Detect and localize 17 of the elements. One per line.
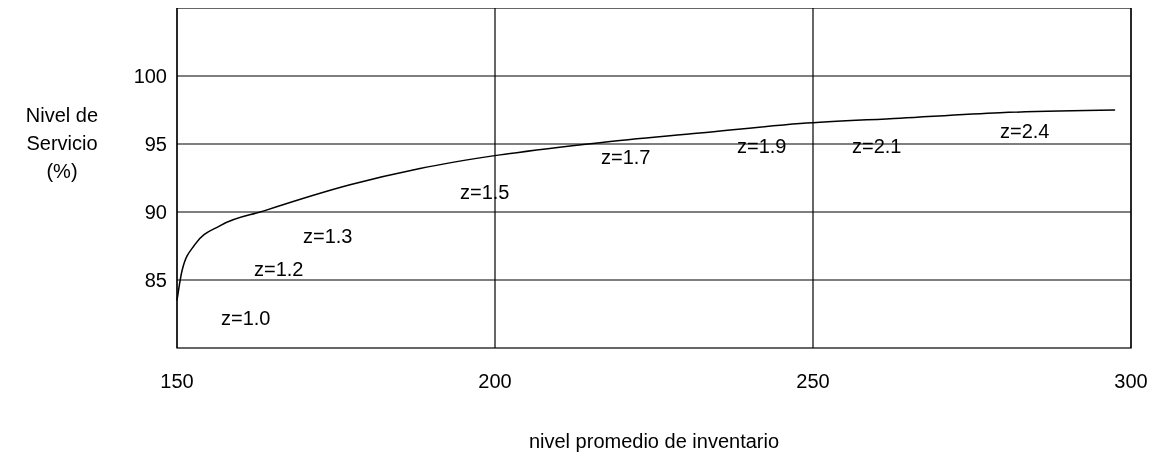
annotation: z=2.1 <box>852 135 902 157</box>
x-tick-label: 300 <box>1114 370 1148 392</box>
x-tick-label: 150 <box>160 370 194 392</box>
x-tick-label: 200 <box>478 370 512 392</box>
annotation: z=1.7 <box>601 146 651 168</box>
x-axis-title: nivel promedio de inventario <box>528 430 780 452</box>
y-tick-label: 95 <box>144 133 167 155</box>
y-tick-label: 100 <box>133 65 167 87</box>
y-tick-label: 90 <box>144 201 167 223</box>
annotation: z=1.3 <box>303 225 353 247</box>
y-tick-label: 85 <box>144 269 167 291</box>
y-axis-title: Nivel de Servicio (%) <box>25 104 99 182</box>
annotation: z=1.2 <box>254 258 304 280</box>
annotation: z=1.9 <box>737 135 787 157</box>
x-tick-label: 250 <box>796 370 830 392</box>
annotation: z=1.0 <box>221 307 271 329</box>
annotation: z=2.4 <box>1000 120 1050 142</box>
